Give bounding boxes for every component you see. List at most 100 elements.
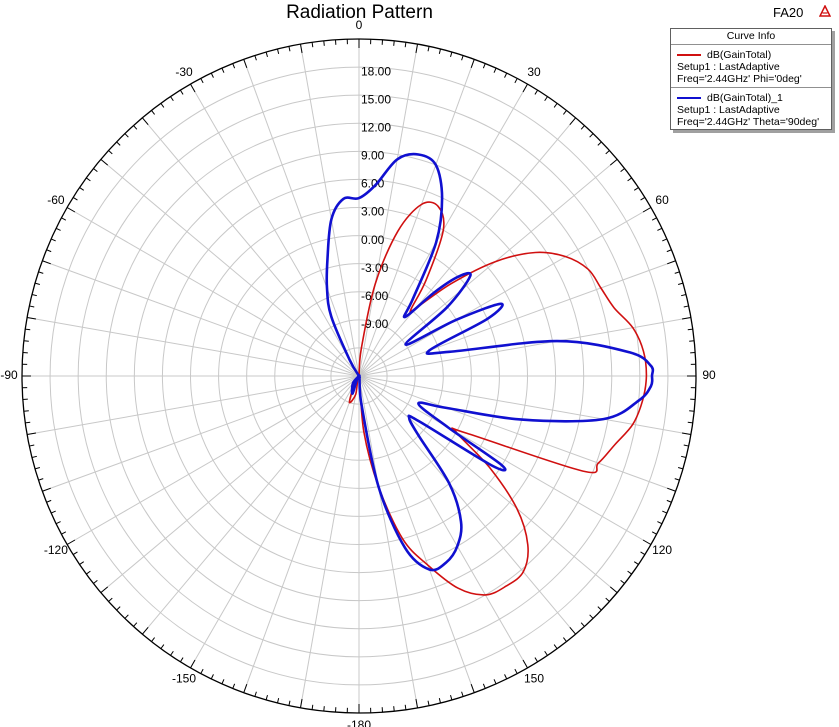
grid-spoke: [358, 375, 618, 594]
angle-tick-mark: [190, 659, 196, 669]
angle-tick-mark: [116, 141, 121, 146]
angle-tick-mark: [55, 521, 61, 525]
grid-spoke: [358, 375, 528, 669]
angle-tick-mark: [674, 271, 680, 274]
angle-tick-mark: [29, 305, 35, 308]
grid-spoke: [27, 316, 360, 377]
figure-id-label: FA20: [773, 5, 804, 20]
angle-tick-mark: [427, 700, 430, 706]
angle-tick-mark: [170, 650, 174, 656]
angle-tick-mark: [243, 684, 248, 693]
angle-tick-mark: [597, 141, 602, 146]
grid-spoke: [358, 375, 691, 436]
angle-tick-mark: [627, 177, 632, 182]
grid-spoke: [190, 375, 360, 669]
angle-tick-mark: [589, 614, 594, 619]
legend-entry[interactable]: dB(GainTotal)_1 Setup1 : LastAdaptive Fr…: [671, 87, 831, 130]
angle-tick-mark: [232, 683, 236, 689]
angle-tick-label: -90: [0, 368, 18, 382]
angle-tick-mark: [141, 626, 149, 635]
angle-tick-mark: [504, 674, 508, 680]
grid-spoke: [299, 375, 360, 708]
angle-tick-mark: [170, 96, 174, 102]
curve-info-legend[interactable]: Curve Info dB(GainTotal) Setup1 : LastAd…: [670, 28, 832, 130]
angle-tick-mark: [681, 293, 687, 297]
angle-tick-mark: [482, 683, 486, 689]
angle-tick-mark: [427, 46, 430, 52]
angle-tick-mark: [221, 679, 225, 685]
angle-tick-mark: [72, 551, 78, 556]
chart-title: Radiation Pattern: [286, 2, 433, 23]
angle-tick-mark: [108, 150, 113, 155]
angle-tick-mark: [179, 657, 184, 663]
angle-tick-mark: [243, 59, 248, 68]
grid-spoke: [358, 375, 419, 708]
angle-tick-mark: [534, 89, 539, 95]
angle-tick-mark: [133, 622, 138, 627]
series-curve-2: [325, 152, 655, 572]
angle-tick-mark: [179, 89, 184, 95]
angle-tick-mark: [210, 72, 214, 78]
angle-tick-mark: [133, 125, 138, 130]
angle-tick-mark: [27, 316, 37, 320]
grid-spoke: [100, 375, 360, 594]
angle-tick-mark: [124, 614, 129, 619]
radial-tick-label: 15.00: [361, 92, 391, 106]
angle-tick-mark: [61, 531, 67, 535]
angle-tick-mark: [265, 51, 268, 57]
radial-tick-label: -6.00: [361, 289, 389, 303]
legend-params: Freq='2.44GHz' Theta='90deg': [677, 116, 820, 128]
legend-series-name: dB(GainTotal)_1: [707, 91, 783, 104]
angle-tick-label: -60: [47, 193, 65, 207]
grid-spoke: [358, 44, 419, 377]
angle-tick-mark: [689, 340, 695, 342]
angle-tick-mark: [72, 196, 78, 201]
angle-tick-mark: [470, 684, 475, 693]
legend-entry[interactable]: dB(GainTotal) Setup1 : LastAdaptive Freq…: [671, 45, 831, 87]
angle-tick-mark: [522, 83, 528, 93]
angle-tick-mark: [38, 271, 44, 274]
angle-tick-mark: [93, 168, 98, 172]
grid-spoke: [358, 375, 475, 693]
angle-tick-mark: [86, 177, 91, 182]
grid-spoke: [358, 117, 577, 377]
angle-tick-mark: [160, 103, 165, 108]
grid-spoke: [358, 158, 618, 377]
angle-tick-mark: [569, 626, 577, 635]
angle-tick-label: 30: [527, 65, 541, 79]
angle-tick-mark: [681, 455, 687, 459]
angle-tick-mark: [34, 467, 40, 470]
angle-tick-labels: 0 30 60 90 120 150 -180 -150 -120 -90 -60 -30: [0, 18, 716, 727]
angle-tick-mark: [642, 207, 652, 213]
radial-tick-label: -3.00: [361, 261, 389, 275]
angle-tick-mark: [79, 187, 85, 191]
angle-tick-mark: [42, 487, 51, 492]
angle-tick-mark: [681, 432, 691, 436]
angle-tick-mark: [61, 217, 67, 221]
angle-tick-mark: [323, 40, 325, 46]
angle-tick-mark: [674, 478, 680, 481]
angle-tick-mark: [620, 168, 625, 172]
angle-tick-mark: [31, 455, 37, 459]
angle-tick-mark: [46, 499, 52, 503]
angle-tick-mark: [221, 67, 225, 73]
angle-tick-mark: [640, 551, 646, 556]
angle-tick-mark: [66, 539, 76, 545]
grid-spoke: [42, 260, 360, 377]
angle-tick-mark: [678, 282, 684, 285]
angle-tick-mark: [100, 586, 109, 594]
grid-spoke: [100, 158, 360, 377]
grid-spoke: [243, 59, 360, 377]
angle-tick-mark: [254, 691, 257, 697]
angle-tick-mark: [683, 444, 689, 447]
grid-spoke: [190, 83, 360, 377]
series-curve-1: [348, 201, 648, 596]
angle-tick-mark: [232, 63, 236, 69]
angle-tick-mark: [93, 580, 98, 584]
legend-title: Curve Info: [671, 29, 831, 45]
grid-spoke: [27, 375, 360, 436]
angle-tick-mark: [265, 695, 268, 701]
angle-tick-mark: [514, 78, 518, 84]
angle-tick-mark: [678, 467, 684, 470]
angle-tick-mark: [569, 117, 577, 126]
